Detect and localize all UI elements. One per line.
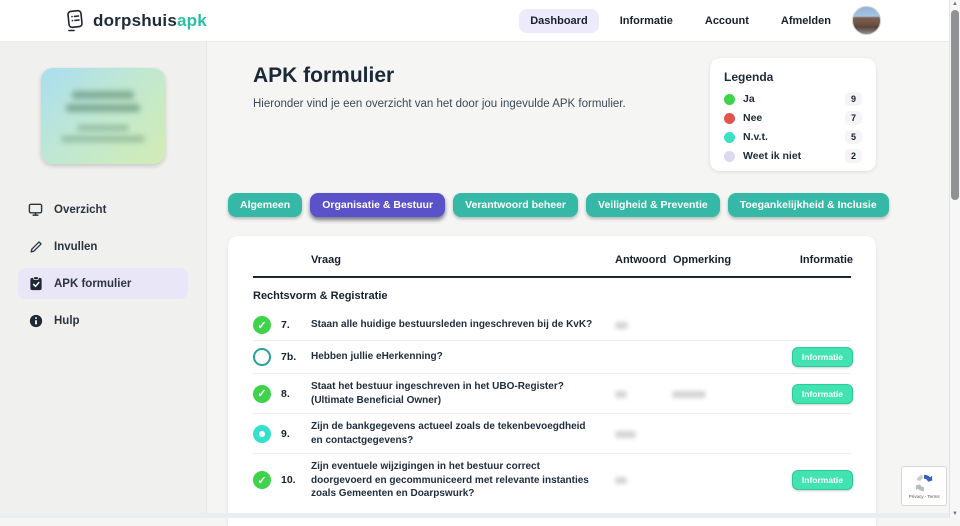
answer-open-icon bbox=[253, 348, 271, 366]
table-row: 7b. Hebben jullie eHerkenning? Informati… bbox=[253, 341, 851, 374]
info-circle-icon bbox=[28, 313, 43, 328]
legend-count: 7 bbox=[845, 111, 862, 125]
tab-verantwoord-beheer[interactable]: Verantwoord beheer bbox=[453, 193, 578, 217]
sidebar-item-label: Overzicht bbox=[54, 204, 106, 216]
monitor-icon bbox=[28, 202, 43, 217]
question-number: 7b. bbox=[281, 351, 311, 363]
legend-card: Legenda Ja 9 Nee 7 N.v.t. 5 Weet ik niet… bbox=[710, 58, 876, 171]
scrollbar-thumb[interactable] bbox=[951, 10, 959, 200]
sidebar-item-label: APK formulier bbox=[54, 278, 131, 290]
informatie-button[interactable]: Informatie bbox=[792, 384, 853, 404]
table-header-row: Vraag Antwoord Opmerking Informatie bbox=[253, 254, 851, 278]
table-row: ✓ 8. Staat het bestuur ingeschreven in h… bbox=[253, 374, 851, 414]
sidebar-item-label: Hulp bbox=[54, 315, 80, 327]
sidebar-item-hulp[interactable]: Hulp bbox=[18, 305, 188, 336]
legend-count: 9 bbox=[845, 92, 862, 106]
answer-nvt-icon bbox=[253, 425, 271, 443]
legend-dot-green bbox=[724, 94, 735, 105]
legend-item-weet-ik-niet: Weet ik niet 2 bbox=[724, 149, 862, 163]
col-header-antwoord: Antwoord bbox=[615, 254, 672, 266]
logo-text: dorpshuisapk bbox=[93, 11, 207, 31]
pencil-icon bbox=[28, 239, 43, 254]
clipboard-logo-icon bbox=[64, 9, 86, 33]
answer-ja-icon: ✓ bbox=[253, 385, 271, 403]
redacted-profile-line bbox=[72, 91, 134, 99]
legend-count: 5 bbox=[845, 130, 862, 144]
sidebar-item-overzicht[interactable]: Overzicht bbox=[18, 194, 188, 225]
clipboard-check-icon bbox=[28, 276, 43, 291]
tab-toegankelijkheid-inclusie[interactable]: Toegankelijkheid & Inclusie bbox=[728, 193, 889, 217]
redacted-profile-line bbox=[66, 104, 140, 112]
legend-item-nee: Nee 7 bbox=[724, 111, 862, 125]
recaptcha-icon bbox=[914, 473, 934, 493]
category-tabs: Algemeen Organisatie & Bestuur Verantwoo… bbox=[228, 193, 889, 217]
sidebar-menu: Overzicht Invullen APK formulier bbox=[0, 194, 206, 336]
table-row: ✓ 7. Staan alle huidige bestuursleden in… bbox=[253, 310, 851, 341]
redacted-answer bbox=[615, 477, 627, 484]
redacted-profile-line bbox=[61, 136, 145, 142]
legend-dot-turquoise bbox=[724, 132, 735, 143]
tab-organisatie-bestuur[interactable]: Organisatie & Bestuur bbox=[310, 193, 445, 217]
legend-title: Legenda bbox=[724, 70, 862, 84]
col-header-informatie: Informatie bbox=[795, 254, 853, 266]
sidebar-item-apk-formulier[interactable]: APK formulier bbox=[18, 268, 188, 299]
scroll-up-arrow[interactable]: ▲ bbox=[950, 1, 960, 7]
recaptcha-badge[interactable]: Privacy - Terms bbox=[901, 466, 947, 506]
profile-card-redacted bbox=[41, 68, 165, 164]
question-text: Hebben jullie eHerkenning? bbox=[311, 350, 615, 364]
nav-informatie[interactable]: Informatie bbox=[609, 9, 684, 33]
sidebar: Overzicht Invullen APK formulier bbox=[0, 42, 207, 518]
redacted-answer bbox=[615, 391, 627, 398]
question-number: 10. bbox=[281, 474, 311, 486]
nav-account[interactable]: Account bbox=[694, 9, 760, 33]
redacted-answer bbox=[615, 431, 636, 438]
recaptcha-terms: Privacy - Terms bbox=[909, 494, 940, 499]
question-number: 7. bbox=[281, 319, 311, 331]
question-text: Staat het bestuur ingeschreven in het UB… bbox=[311, 380, 615, 407]
vertical-scrollbar[interactable]: ▲ ▼ bbox=[949, 0, 960, 518]
section-title: Rechtsvorm & Registratie bbox=[253, 278, 851, 310]
apk-form-table-card: Vraag Antwoord Opmerking Informatie Rech… bbox=[228, 236, 876, 526]
redacted-answer bbox=[615, 322, 628, 329]
tab-algemeen[interactable]: Algemeen bbox=[228, 193, 302, 217]
col-header-vraag: Vraag bbox=[311, 254, 615, 266]
sidebar-item-label: Invullen bbox=[54, 241, 97, 253]
main-content: APK formulier Hieronder vind je een over… bbox=[208, 42, 949, 518]
table-row: ✓ 10. Zijn eventuele wijzigingen in het … bbox=[253, 454, 851, 507]
page-title: APK formulier bbox=[253, 64, 394, 88]
footer-edge bbox=[0, 513, 949, 518]
nav-afmelden[interactable]: Afmelden bbox=[770, 9, 842, 33]
question-text: Zijn eventuele wijzigingen in het bestuu… bbox=[311, 460, 615, 501]
table-row: 9. Zijn de bankgegevens actueel zoals de… bbox=[253, 414, 851, 454]
answer-ja-icon: ✓ bbox=[253, 316, 271, 334]
sidebar-item-invullen[interactable]: Invullen bbox=[18, 231, 188, 262]
legend-item-nvt: N.v.t. 5 bbox=[724, 130, 862, 144]
answer-ja-icon: ✓ bbox=[253, 471, 271, 489]
question-text: Staan alle huidige bestuursleden ingesch… bbox=[311, 318, 615, 332]
tab-veiligheid-preventie[interactable]: Veiligheid & Preventie bbox=[586, 193, 720, 217]
user-avatar[interactable] bbox=[852, 6, 881, 35]
question-number: 9. bbox=[281, 428, 311, 440]
legend-item-ja: Ja 9 bbox=[724, 92, 862, 106]
top-navigation-bar: dorpshuisapk Dashboard Informatie Accoun… bbox=[0, 0, 949, 42]
redacted-remark bbox=[672, 391, 706, 398]
page-subtitle: Hieronder vind je een overzicht van het … bbox=[253, 98, 626, 110]
legend-dot-red bbox=[724, 113, 735, 124]
question-number: 8. bbox=[281, 388, 311, 400]
informatie-button[interactable]: Informatie bbox=[792, 347, 853, 367]
redacted-profile-line bbox=[77, 125, 129, 131]
nav-dashboard[interactable]: Dashboard bbox=[519, 9, 598, 33]
app-logo[interactable]: dorpshuisapk bbox=[64, 9, 207, 33]
question-text: Zijn de bankgegevens actueel zoals de te… bbox=[311, 420, 615, 447]
legend-count: 2 bbox=[845, 149, 862, 163]
col-header-opmerking: Opmerking bbox=[672, 254, 795, 266]
scroll-down-arrow[interactable]: ▼ bbox=[950, 511, 960, 517]
top-nav-links: Dashboard Informatie Account Afmelden bbox=[519, 6, 881, 35]
legend-dot-lavender bbox=[724, 151, 735, 162]
informatie-button[interactable]: Informatie bbox=[792, 470, 853, 490]
